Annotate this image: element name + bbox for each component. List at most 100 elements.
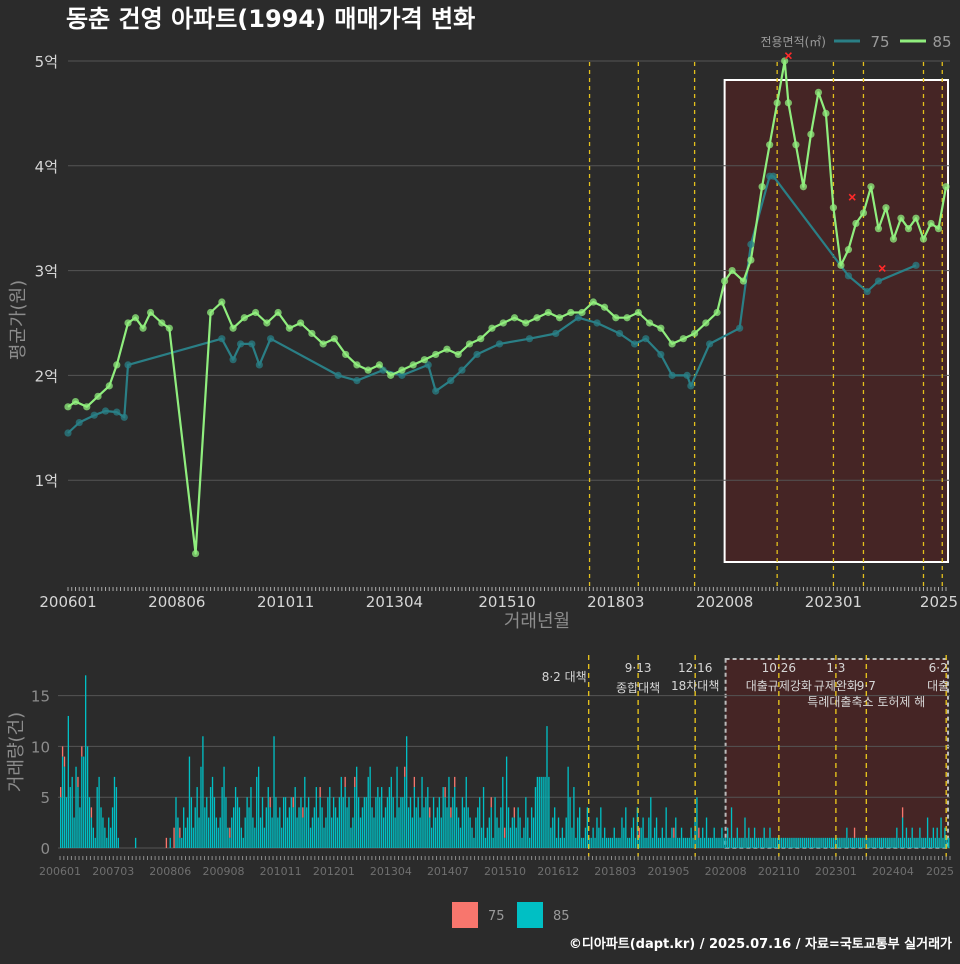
y-tick-label: 4억	[35, 158, 58, 176]
data-point-85	[897, 214, 905, 222]
event-label: 10·26	[762, 661, 796, 675]
bar-85	[298, 807, 300, 848]
bar-x-tick-label: 200601	[39, 865, 81, 878]
bar-85	[181, 837, 183, 848]
data-point-75	[248, 340, 256, 348]
bar-85	[215, 817, 218, 848]
bar-85	[746, 837, 748, 848]
bar-85	[838, 837, 840, 848]
data-point-85	[758, 183, 766, 191]
data-point-85	[781, 57, 789, 65]
bar-85	[632, 817, 635, 848]
bar-75	[90, 807, 93, 818]
bar-85	[898, 837, 900, 848]
bar-highlight-region	[724, 658, 949, 849]
bar-85	[134, 837, 137, 848]
bar-85	[338, 797, 341, 848]
bar-x-tick-label: 200806	[149, 865, 191, 878]
bar-85	[655, 817, 658, 848]
bar-85	[225, 797, 227, 848]
data-point-85	[308, 329, 316, 338]
bar-85	[413, 787, 416, 848]
bar-85	[661, 827, 663, 848]
bar-85	[186, 817, 189, 848]
bar-75	[490, 797, 492, 808]
data-point-85	[218, 298, 226, 306]
bar-85	[229, 837, 231, 848]
bar-85	[828, 837, 831, 848]
bar-85	[801, 837, 804, 848]
bar-y-tick-label: 5	[40, 789, 50, 807]
bar-85	[83, 756, 85, 848]
bar-85	[542, 776, 544, 848]
x-tick-label: 201304	[366, 593, 423, 611]
bar-85	[892, 837, 894, 848]
data-point-75	[874, 277, 883, 285]
bar-85	[183, 807, 185, 848]
data-point-85	[465, 340, 474, 348]
bar-85	[761, 837, 763, 848]
data-point-75	[267, 335, 275, 343]
bar-85	[256, 776, 258, 848]
data-point-85	[342, 350, 350, 359]
bar-85	[636, 807, 638, 848]
bar-85	[252, 817, 254, 848]
bar-85	[521, 837, 523, 848]
bar-85	[773, 837, 775, 848]
bar-85	[594, 837, 596, 848]
event-label: 특례대출축소 토허제 해	[807, 695, 925, 709]
data-point-85	[657, 324, 665, 332]
bar-85	[459, 827, 462, 848]
bar-85	[60, 797, 62, 848]
bar-85	[642, 817, 644, 848]
bar-x-tick-label: 201201	[313, 865, 355, 878]
bar-85	[913, 837, 915, 848]
y-tick-label: 3억	[35, 263, 58, 281]
bar-85	[484, 837, 487, 848]
bar-85	[819, 837, 821, 848]
bar-75	[61, 746, 64, 757]
bar-85	[317, 817, 319, 848]
bar-85	[117, 837, 119, 848]
bar-85	[532, 817, 535, 848]
bar-85	[198, 817, 200, 848]
bar-x-tick-label: 201612	[537, 865, 579, 878]
data-point-85	[882, 204, 890, 212]
bar-85	[869, 837, 871, 848]
legend-label-85: 85	[932, 33, 951, 51]
bar-x-tick-label: 201407	[427, 865, 469, 878]
data-point-85	[773, 99, 781, 107]
data-point-85	[131, 314, 140, 322]
bar-85	[65, 797, 68, 848]
bar-85	[917, 837, 919, 848]
data-point-75	[736, 324, 744, 332]
bar-75	[413, 776, 416, 788]
x-tick-label: 200806	[148, 593, 205, 611]
y-tick-label: 1억	[35, 472, 58, 490]
bar-85	[648, 817, 650, 848]
bar-85	[390, 776, 392, 848]
bar-85	[519, 817, 521, 848]
data-point-85	[364, 366, 372, 374]
bar-85	[208, 817, 210, 848]
bar-85	[254, 827, 256, 848]
bar-85	[244, 817, 246, 848]
bar-75	[404, 766, 406, 777]
data-point-85	[747, 256, 755, 264]
bar-85	[309, 827, 312, 848]
data-point-85	[274, 308, 282, 317]
bar-legend-swatch-85	[517, 902, 543, 928]
data-point-75	[124, 361, 132, 369]
bar-85	[584, 827, 587, 848]
data-point-85	[889, 235, 898, 243]
bar-85	[934, 837, 936, 848]
event-label: 9·13	[625, 661, 652, 675]
bar-85	[69, 787, 71, 848]
bar-85	[365, 797, 367, 848]
data-point-85	[533, 314, 541, 322]
bar-x-tick-label: 2025	[926, 865, 954, 878]
bar-85	[886, 837, 888, 848]
bar-85	[467, 807, 469, 848]
bar-85	[530, 807, 533, 848]
bar-85	[348, 797, 350, 848]
